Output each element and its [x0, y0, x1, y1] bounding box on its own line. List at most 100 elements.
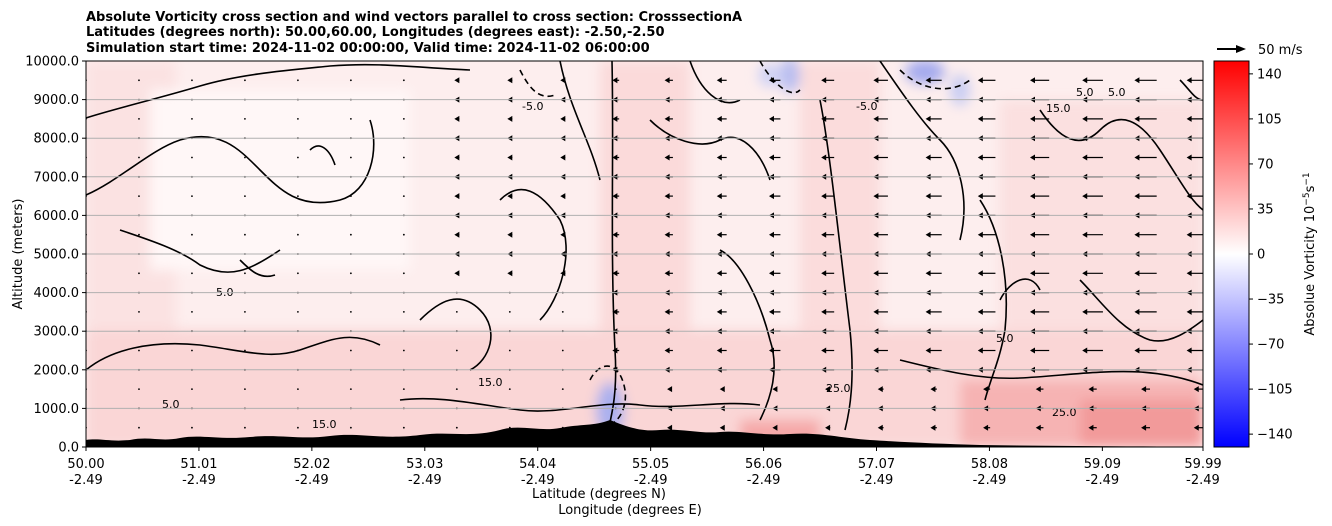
wind-vector — [297, 349, 299, 352]
wind-vector-head — [1082, 231, 1088, 238]
wind-vector — [297, 272, 299, 275]
wind-vector-head — [977, 347, 983, 354]
wind-vector-head — [560, 193, 566, 200]
wind-vector — [402, 118, 405, 120]
wind-vector-head — [454, 77, 460, 84]
contour-label: -5.0 — [522, 100, 543, 113]
wind-vector-head — [1030, 77, 1036, 84]
grid-lines — [86, 99, 1203, 409]
wind-vector-head — [821, 347, 827, 354]
wind-vector-head — [454, 270, 460, 277]
wind-vector — [297, 388, 299, 390]
wind-vector — [402, 272, 405, 275]
wind-vector-head — [716, 115, 722, 122]
wind-vector-head — [768, 231, 774, 238]
wind-vector — [138, 426, 140, 429]
colorbar-tick-label: 140 — [1257, 67, 1282, 82]
wind-vector-head — [612, 154, 618, 161]
wind-vector-head — [925, 347, 931, 354]
wind-vector-head — [925, 154, 931, 161]
wind-vector-head — [825, 424, 831, 431]
y-tick-label: 3000.0 — [34, 325, 80, 340]
wind-vector-head — [925, 115, 931, 122]
wind-vector-head — [873, 270, 879, 277]
x-tick-label-lon: -2.49 — [408, 473, 442, 488]
wind-vector-head — [560, 77, 566, 84]
x-tick-label-lat: 53.03 — [406, 457, 443, 472]
wind-vector — [402, 79, 405, 82]
wind-vector-head — [560, 154, 566, 161]
wind-vector-head — [612, 115, 618, 122]
wind-vector-head — [1082, 347, 1088, 354]
wind-vector-head — [560, 270, 566, 277]
y-tick-label: 10000.0 — [25, 55, 79, 70]
x-tick-label-lat: 58.08 — [971, 457, 1008, 472]
wind-vector — [297, 195, 299, 198]
x-tick-label-lat: 57.07 — [858, 457, 895, 472]
wind-vector-head — [977, 231, 983, 238]
wind-vector — [191, 233, 193, 236]
contour-label: 15.0 — [312, 418, 337, 431]
wind-vector-head — [664, 231, 670, 238]
wind-vector — [455, 349, 458, 352]
wind-vector — [191, 311, 193, 313]
x-tick-label-lon: -2.49 — [295, 473, 329, 488]
wind-vector-head — [873, 154, 879, 161]
wind-vector — [402, 233, 405, 236]
wind-vector-head — [1035, 424, 1041, 431]
wind-vector-head — [821, 154, 827, 161]
wind-vector-head — [1186, 154, 1192, 161]
wind-vector-head — [1030, 270, 1036, 277]
wind-vector-head — [716, 77, 722, 84]
x-tick-label-lon: -2.49 — [1186, 473, 1220, 488]
wind-vector-head — [1134, 193, 1140, 200]
contour-label: 15.0 — [478, 376, 503, 389]
contour-label: 25.0 — [1052, 406, 1077, 419]
wind-vector — [244, 388, 246, 390]
wind-vector — [349, 349, 352, 352]
colorbar-gradient — [1213, 60, 1250, 448]
wind-vector-head — [821, 115, 827, 122]
contour-label: 15.0 — [1046, 102, 1071, 115]
wind-vector-head — [507, 154, 513, 161]
wind-vector — [297, 233, 299, 236]
y-tick-label: 8000.0 — [34, 132, 80, 147]
wind-vector — [138, 195, 140, 198]
wind-vector — [349, 195, 352, 198]
x-tick-label-lat: 56.06 — [745, 457, 782, 472]
wind-vector-head — [821, 308, 827, 315]
wind-vector-head — [1030, 115, 1036, 122]
wind-vector — [349, 156, 352, 159]
contour-labels: 5.0 15.0 25.0 -5.0 5.0 25.0 15.0 5.0 -5.… — [162, 86, 1126, 431]
wind-vector-head — [825, 386, 831, 393]
wind-vector-head — [716, 193, 722, 200]
wind-vector-head — [1088, 386, 1094, 393]
x-tick-label-lon: -2.49 — [634, 473, 668, 488]
wind-vector-head — [1082, 154, 1088, 161]
y-tick-label: 1000.0 — [34, 402, 80, 417]
wind-vector-head — [873, 77, 879, 84]
wind-vector-head — [454, 231, 460, 238]
wind-vector-head — [1186, 308, 1192, 315]
wind-vector — [508, 311, 511, 313]
y-tick-label: 0.0 — [58, 441, 79, 456]
wind-vector-head — [873, 231, 879, 238]
wind-vector-head — [925, 270, 931, 277]
x-tick-label-lat: 54.04 — [519, 457, 556, 472]
wind-vector-head — [719, 424, 725, 431]
wind-vector — [191, 426, 193, 429]
wind-vector-head — [1186, 77, 1192, 84]
wind-vector-head — [768, 115, 774, 122]
wind-vector-head — [1082, 270, 1088, 277]
wind-vector-head — [768, 193, 774, 200]
wind-vector — [244, 349, 246, 352]
wind-vector-head — [977, 154, 983, 161]
y-tick-label: 6000.0 — [34, 209, 80, 224]
colorbar-tick-label: 105 — [1257, 112, 1282, 127]
colorbar-tick-label: −35 — [1257, 293, 1284, 308]
wind-vector — [138, 272, 140, 275]
wind-vector-head — [612, 193, 618, 200]
y-tick-label: 5000.0 — [34, 248, 80, 263]
wind-vector-head — [930, 424, 936, 431]
contour-lines — [86, 61, 1203, 441]
